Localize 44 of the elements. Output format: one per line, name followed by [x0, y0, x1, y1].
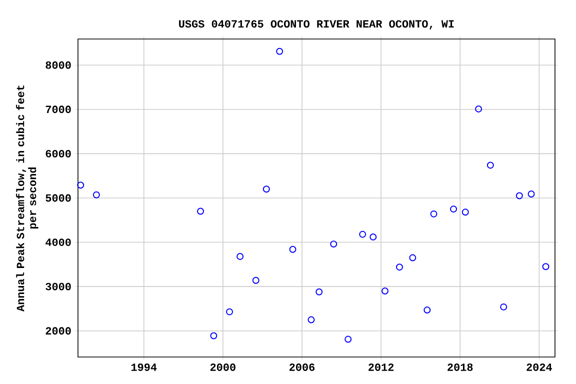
point	[409, 254, 416, 262]
point	[370, 233, 377, 240]
point	[236, 252, 244, 260]
y-tick-label: 6000	[46, 150, 71, 158]
y-tick-label: 8000	[46, 61, 71, 69]
x-tick-label: 2000	[210, 364, 236, 371]
point	[516, 192, 523, 200]
x-tick-label: 1994	[131, 364, 157, 371]
point	[500, 303, 508, 310]
point	[77, 182, 84, 189]
y-axis-title: Annual Peak Streamflow, in cubic feet per second	[16, 86, 38, 312]
point	[289, 246, 296, 253]
point	[344, 336, 352, 343]
point	[430, 210, 438, 218]
y-tick-label: 5000	[46, 194, 71, 202]
x-tick-label: 2018	[448, 364, 473, 371]
x-tick-label: 2012	[368, 364, 394, 371]
point	[330, 240, 338, 248]
point	[197, 208, 204, 215]
point	[450, 206, 458, 213]
point	[424, 306, 431, 314]
point	[396, 264, 403, 271]
point	[475, 105, 482, 112]
y-tick-label: 2000	[46, 327, 71, 335]
point	[252, 276, 260, 284]
point	[542, 263, 550, 270]
y-tick-label: 7000	[46, 106, 71, 114]
point	[462, 208, 469, 216]
point	[308, 316, 315, 324]
point	[528, 190, 535, 198]
point	[210, 332, 218, 340]
point	[486, 162, 494, 169]
point	[359, 230, 366, 238]
y-tick-label: 4000	[46, 238, 71, 246]
point	[262, 186, 270, 193]
x-tick-label: 2006	[289, 364, 315, 371]
y-tick-label: 3000	[46, 282, 71, 290]
point	[382, 288, 388, 294]
x-tick-label: 2024	[526, 364, 552, 371]
point	[276, 48, 284, 55]
point	[226, 308, 233, 316]
point	[92, 191, 100, 198]
point	[316, 288, 323, 296]
chart-title: USGS 04071765 OCONTO RIVER NEAR OCONTO, WI	[179, 20, 454, 30]
